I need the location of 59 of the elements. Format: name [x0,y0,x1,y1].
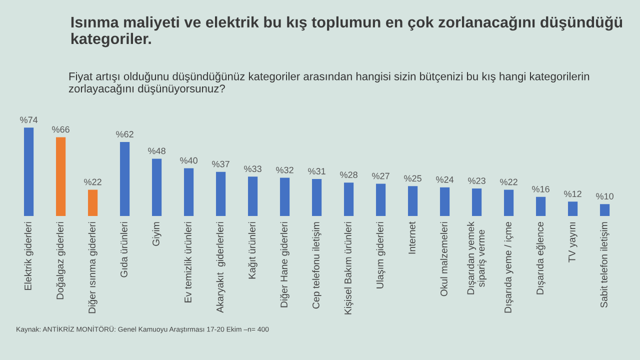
x-tick-label: Sabit telefon iletişim [600,222,610,308]
x-tick-label: Ev temizlik ürünleri [184,222,192,302]
data-label: %28 [340,172,358,178]
bar [600,204,610,216]
x-tick-label: Okul malzemeleri [440,222,448,296]
x-tick-label: Gıda ürünleri [120,222,128,278]
x-tick-label: Dışarıda eğlence [536,222,546,294]
bar [56,137,66,216]
data-label: %23 [468,178,486,184]
data-label: %24 [436,176,454,183]
bar [248,176,258,216]
bar [280,178,290,216]
chart-title: Isınma maliyeti ve elektrik bu kış toplumun en çok zorlanacağını düşündüğü kategoriler. [71,16,622,48]
bar [344,182,354,216]
bar [312,178,322,216]
data-label: %74 [20,116,38,124]
bar [440,187,450,216]
bar [536,196,546,216]
data-label: %16 [532,186,550,192]
bar [504,190,514,216]
data-label: %22 [500,178,518,186]
data-label: %40 [180,157,198,164]
data-label: %27 [372,172,390,180]
data-label: %22 [84,178,102,186]
data-label: %31 [308,168,326,174]
data-label: %25 [404,175,422,182]
data-label: %48 [148,148,166,154]
bar [216,172,226,216]
bar [568,202,578,216]
data-label: %37 [212,160,230,168]
x-tick-label: Diğer ısınma giderleri [88,222,98,314]
data-label: %12 [564,190,582,198]
chart-subtitle: Fiyat artışı olduğunu düşündüğünüz kategoriler arasından hangisi sizin bütçenizi bu kış hangi kategorilerin zorlayacağını düşünüyorsunuz? [68,72,590,95]
bar [24,128,34,216]
x-tick-label: Giyim [152,222,162,246]
x-tick-label: Cep telefonu iletişim [312,222,322,309]
data-label: %33 [244,166,262,172]
x-tick-label: Elektrik giderleri [24,222,34,290]
x-tick-label: Diğer Hane giderleri [280,222,290,308]
bar [472,188,482,216]
data-label: %66 [52,126,70,133]
x-tick-label: Dışarıdan yemek sipariş verme [466,222,487,294]
data-label: %32 [276,166,294,174]
x-tick-label: Dışarıda yeme / içme [504,222,514,313]
x-tick-label: Doğalgaz giderleri [56,222,66,300]
x-tick-label: Internet [408,222,416,254]
bar [88,190,98,216]
bar [376,184,386,216]
x-tick-label: Kişisel Bakım ürünleri [344,222,354,314]
x-tick-label: Ulaşım giderleri [376,222,386,288]
bar [152,158,162,216]
bar [120,142,130,216]
bar [408,186,418,216]
data-label: %10 [596,193,614,200]
x-tick-label: Kağıt ürünleri [248,222,258,279]
x-tick-label: Akaryakıt giderlerleri [216,222,226,313]
bar [184,168,194,216]
x-tick-label: TV yayını [568,222,578,262]
data-label: %62 [116,131,134,138]
